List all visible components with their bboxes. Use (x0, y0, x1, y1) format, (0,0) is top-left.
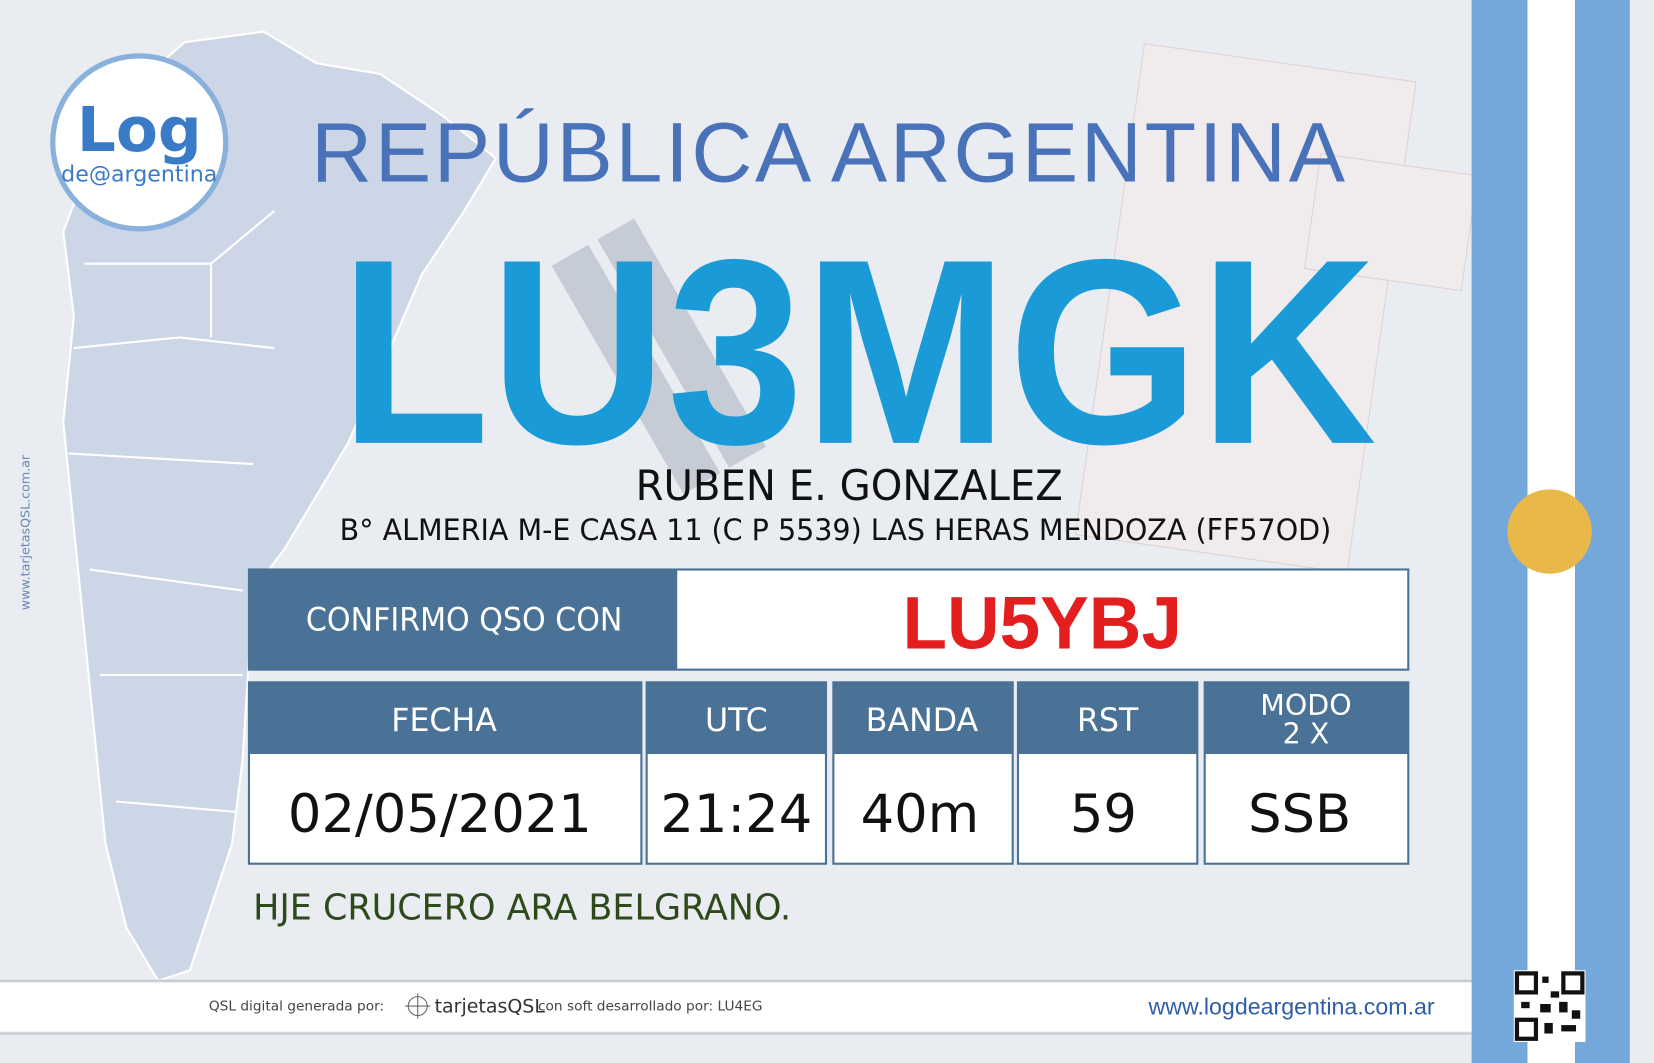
logo-circle (50, 53, 229, 232)
table-header: UTC (705, 703, 768, 739)
table-value: 02/05/2021 (288, 784, 592, 845)
footer-band (0, 982, 1472, 1032)
confirm-label: CONFIRMO QSO CON (306, 603, 622, 639)
address: B° ALMERIA M-E CASA 11 (C P 5539) LAS HE… (340, 513, 1332, 547)
footer-generated: QSL digital generada por: (209, 998, 384, 1014)
header-cell (1204, 682, 1409, 755)
table-header: MODO (1260, 689, 1351, 722)
table-header: BANDA (866, 703, 979, 739)
table-value: 59 (1070, 784, 1137, 845)
contact-callsign: LU5YBJ (902, 582, 1182, 665)
table-value: SSB (1248, 784, 1351, 845)
footer-brand: tarjetasQSL (435, 995, 546, 1017)
confirm-label-box (248, 569, 678, 670)
header-cell (1017, 682, 1198, 755)
note: HJE CRUCERO ARA BELGRANO. (253, 888, 791, 929)
logo-subtitle: de@argentina (61, 161, 217, 187)
operator: RUBEN E. GONZALEZ (636, 461, 1063, 510)
callsign: LU3MGK (340, 204, 1377, 499)
logo-title: Log (77, 95, 202, 166)
crosshair-icon (405, 993, 431, 1019)
locator-grid (1074, 43, 1479, 574)
table-header: FECHA (391, 703, 497, 739)
satellite (551, 218, 766, 495)
header-cell (646, 682, 826, 755)
table-value: 21:24 (660, 784, 812, 845)
qso-table: FECHA UTC BANDA RST MODO 2 X 02/05/2021 … (247, 681, 1410, 865)
footer-software: con soft desarrollado por: LU4EG (538, 998, 762, 1014)
footer-website[interactable]: www.logdeargentina.com.ar (1147, 994, 1434, 1020)
header-cell (248, 682, 642, 755)
map-borders (68, 210, 275, 814)
qr-code (1513, 970, 1586, 1042)
table-header: RST (1077, 703, 1139, 739)
header-cell (833, 682, 1013, 755)
sun (1507, 489, 1592, 574)
side-text: www.tarjetasQSL.com.ar (18, 454, 33, 610)
table-value: 40m (861, 784, 979, 845)
mode-note: 2 X (1283, 717, 1330, 750)
map (62, 30, 498, 983)
